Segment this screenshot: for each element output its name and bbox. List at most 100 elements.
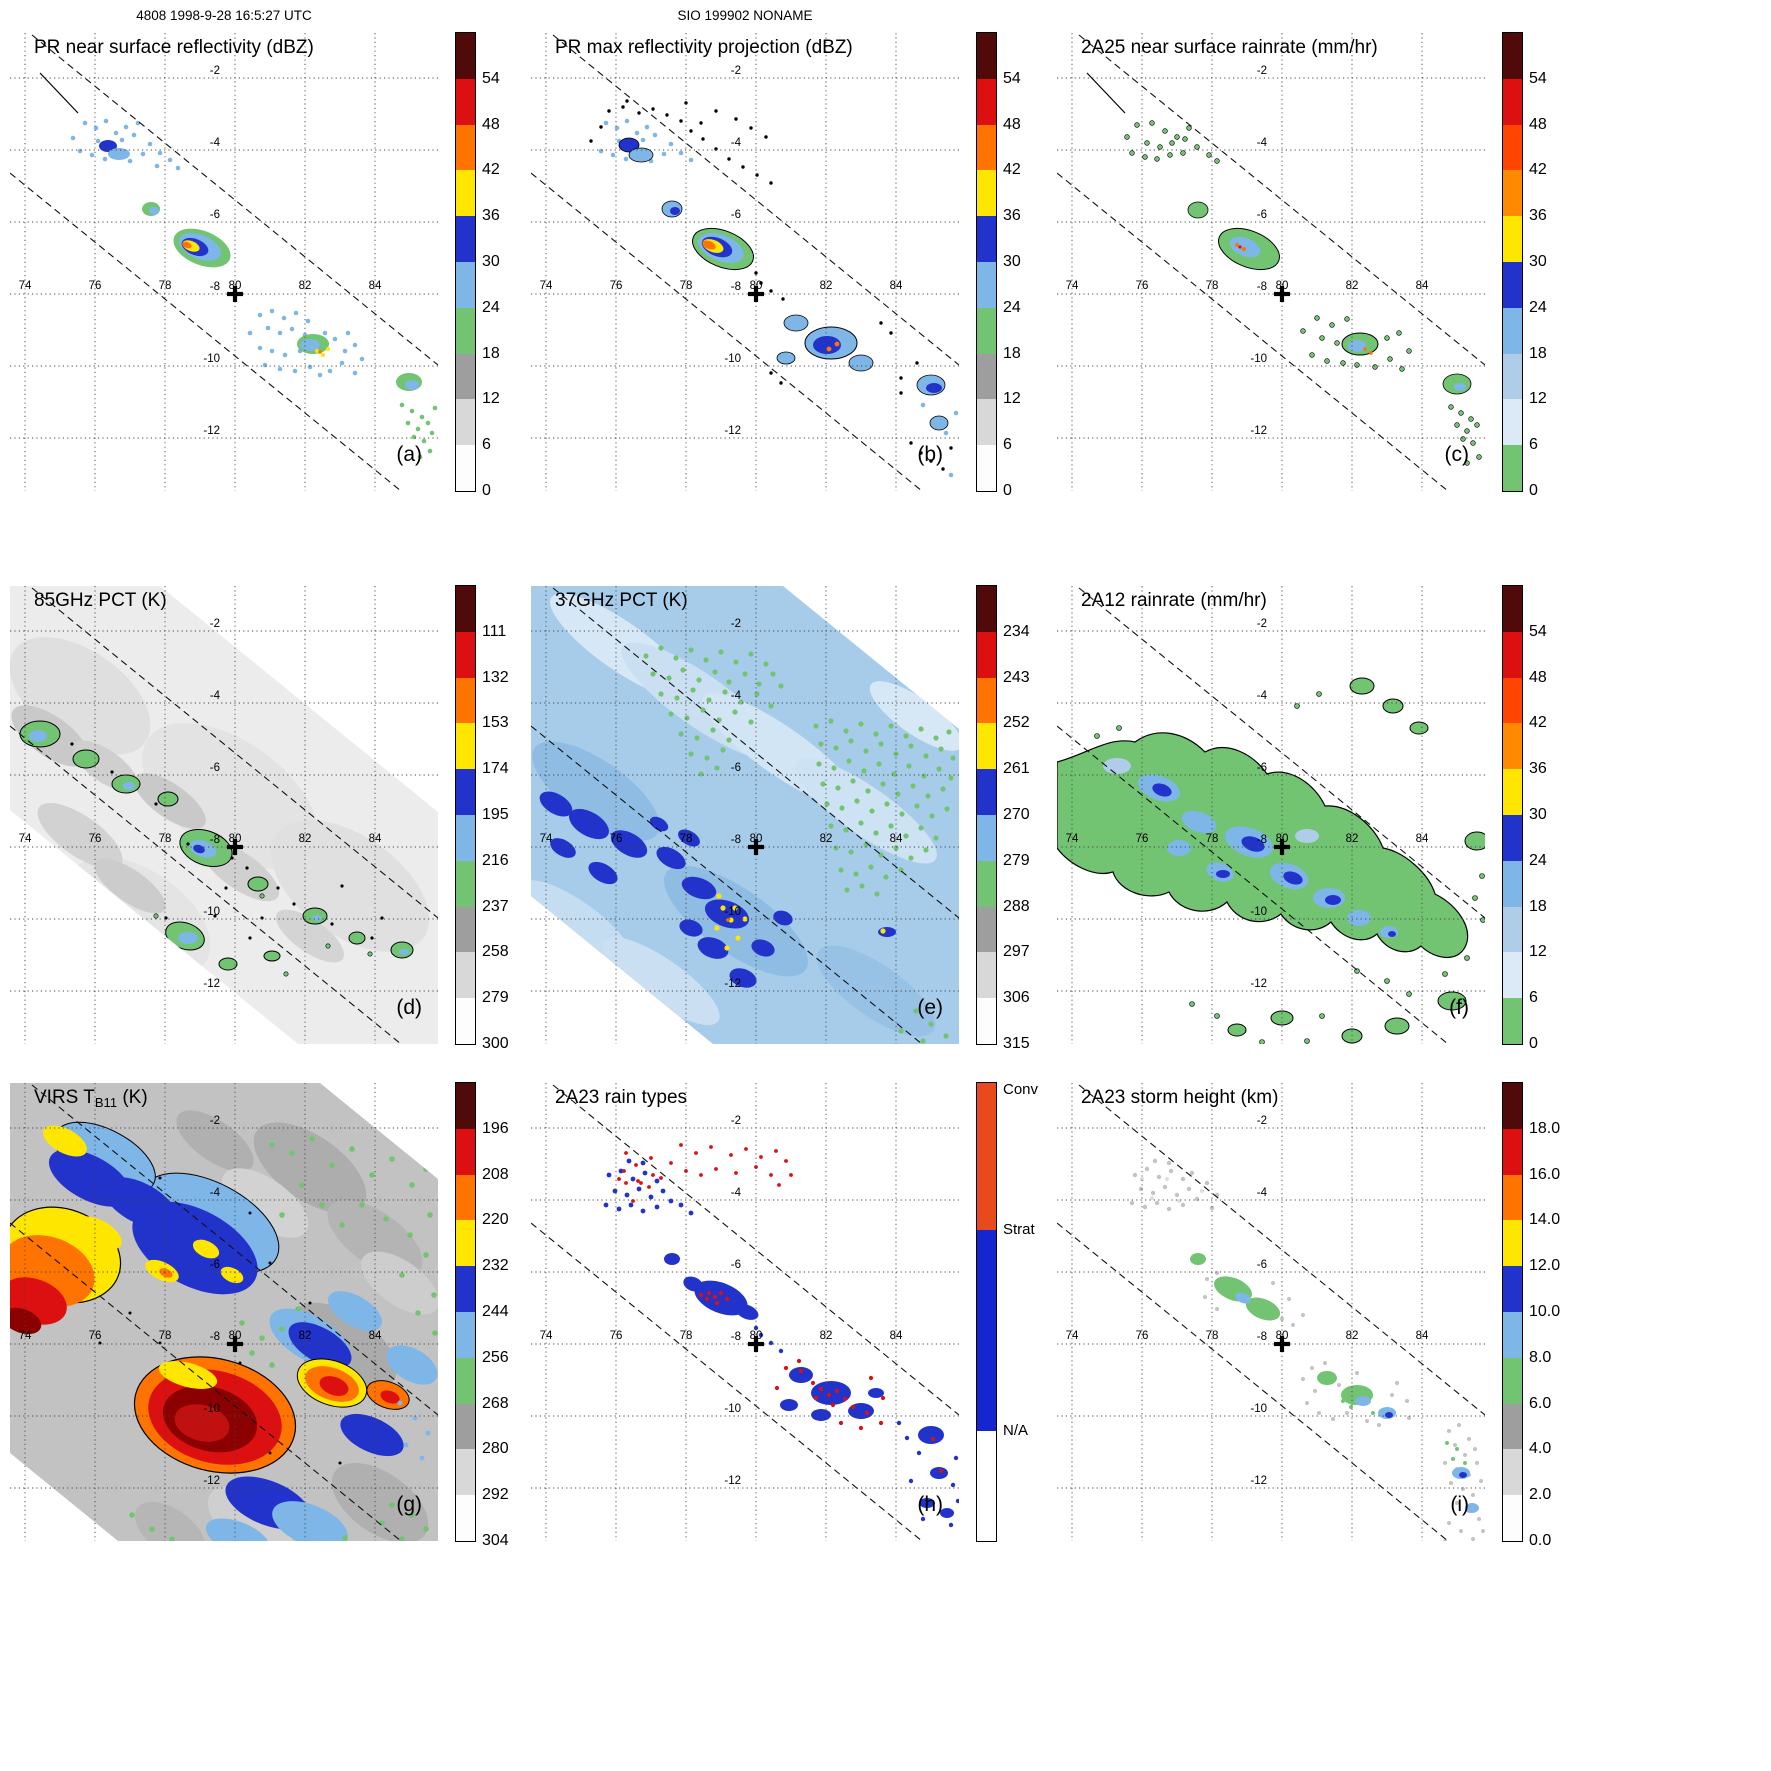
svg-text:82: 82 (1346, 1330, 1359, 1342)
colorbar-a-tick: 30 (482, 253, 500, 270)
colorbar-d-tick: 300 (482, 1035, 509, 1052)
colorbar-c-tick: 30 (1529, 253, 1547, 270)
colorbar-e-tick: 306 (1003, 989, 1030, 1007)
header-storm-id: SIO 199902 NONAME (677, 8, 813, 23)
colorbar-f-tick: 12 (1529, 943, 1547, 961)
svg-text:-2: -2 (210, 65, 220, 77)
latlon-grid (531, 33, 959, 491)
colorbar-i-tick: 12.0 (1529, 1257, 1561, 1275)
colorbar-i-segment-1 (1503, 1128, 1522, 1175)
colorbar-b-segment-8 (977, 399, 996, 446)
colorbar-g-tick: 244 (482, 1303, 509, 1320)
colorbar-b-tick: 24 (1003, 298, 1021, 316)
panel-i-letter: (i) (1450, 1493, 1469, 1516)
longitude-labels: 747678808284 (1066, 1330, 1429, 1342)
svg-text:76: 76 (610, 1330, 623, 1342)
svg-text:-2: -2 (731, 618, 741, 630)
pr-swath-edges (1057, 34, 1485, 491)
svg-text:74: 74 (19, 280, 32, 292)
latitude-labels: -2 -4 -6 -8 -10 -12 (203, 618, 220, 990)
svg-text:76: 76 (1136, 1330, 1149, 1342)
colorbar-e-segment-9 (977, 998, 996, 1044)
svg-text:-4: -4 (210, 1187, 221, 1199)
colorbar-a-segment-6 (456, 307, 475, 354)
colorbar-f-tick: 54 (1529, 622, 1547, 640)
colorbar-b-tick: 18 (1003, 344, 1021, 362)
colorbar-b-segment-1 (977, 78, 996, 125)
colorbar-g-tick: 280 (482, 1440, 509, 1458)
svg-text:-2: -2 (1257, 65, 1267, 77)
colorbar-c-tick: 12 (1529, 390, 1547, 408)
colorbar-i-tick: 10.0 (1529, 1303, 1561, 1320)
longitude-labels: 747678808284 (540, 1330, 903, 1342)
colorbar-a-segment-3 (456, 170, 475, 217)
panel-d-letter: (d) (396, 996, 422, 1019)
colorbar-b-segment-2 (977, 124, 996, 171)
panel-f-title: 2A12 rainrate (mm/hr) (1081, 590, 1267, 611)
svg-text:-2: -2 (731, 65, 741, 77)
svg-text:-8: -8 (731, 281, 741, 293)
longitude-labels: 747678808284 (1066, 833, 1429, 845)
pr-swath-edges (1057, 587, 1485, 1044)
svg-text:76: 76 (1136, 280, 1149, 292)
colorbar-g (455, 1082, 476, 1542)
colorbar-f-segment-6 (1503, 860, 1522, 907)
svg-text:82: 82 (820, 280, 833, 292)
colorbar-e-tick: 315 (1003, 1035, 1030, 1052)
header-orbit-timestamp: 4808 1998-9-28 16:5:27 UTC (136, 8, 312, 23)
panel-h-letter: (h) (917, 1493, 943, 1516)
svg-text:-6: -6 (1257, 1259, 1267, 1271)
latitude-labels: -2 -4 -6 -8 -10 -12 (1250, 65, 1267, 437)
latlon-grid (1057, 1083, 1485, 1541)
colorbar-b-tick: 54 (1003, 69, 1021, 87)
colorbar-g-tick: 268 (482, 1394, 509, 1412)
svg-text:82: 82 (820, 833, 833, 845)
svg-text:-8: -8 (1257, 834, 1267, 846)
colorbar-i-tick: 0.0 (1529, 1532, 1552, 1549)
svg-text:-4: -4 (210, 137, 221, 149)
colorbar-e-tick: 234 (1003, 622, 1030, 640)
colorbar-f-tick: 18 (1529, 897, 1547, 915)
colorbar-a-tick: 42 (482, 161, 500, 179)
svg-text:78: 78 (680, 833, 693, 845)
colorbar-g-tick: 208 (482, 1165, 509, 1183)
colorbar-b (976, 32, 997, 492)
svg-text:-2: -2 (1257, 1115, 1267, 1127)
colorbar-f-segment-0 (1503, 586, 1522, 632)
colorbar-c-tick: 18 (1529, 344, 1547, 362)
panel-g-title: VIRS TB11 (K) (34, 1087, 148, 1110)
svg-text:74: 74 (19, 1330, 32, 1342)
svg-text:-6: -6 (210, 209, 220, 221)
pr-swath-edges (531, 1084, 959, 1541)
colorbar-b-segment-6 (977, 307, 996, 354)
svg-text:-8: -8 (1257, 1331, 1267, 1343)
svg-text:-10: -10 (724, 906, 741, 918)
svg-text:84: 84 (369, 280, 382, 292)
colorbar-g-segment-3 (456, 1220, 475, 1267)
colorbar-i-segment-9 (1503, 1495, 1522, 1541)
svg-text:-8: -8 (210, 281, 220, 293)
colorbar-d-segment-8 (456, 952, 475, 999)
longitude-labels: 747678808284 (540, 280, 903, 292)
panel-f-letter: (f) (1449, 996, 1469, 1019)
colorbar-g-tick: 256 (482, 1348, 509, 1366)
map-features (1057, 677, 1485, 1044)
svg-text:74: 74 (1066, 280, 1079, 292)
colorbar-c-segment-9 (1503, 445, 1522, 491)
storm-center-cross (1274, 1336, 1290, 1352)
colorbar-d-tick: 174 (482, 760, 509, 778)
colorbar-e-segment-4 (977, 769, 996, 815)
map-features (39, 72, 438, 460)
colorbar-a-tick: 24 (482, 298, 500, 316)
colorbar-g-tick: 196 (482, 1119, 509, 1137)
svg-text:78: 78 (680, 280, 693, 292)
latlon-grid (10, 33, 438, 491)
colorbar-d-segment-1 (456, 631, 475, 678)
colorbar-e-segment-8 (977, 952, 996, 999)
svg-text:82: 82 (1346, 833, 1359, 845)
panel-i-title: 2A23 storm height (km) (1081, 1087, 1278, 1108)
storm-center-cross (748, 286, 764, 302)
svg-text:-2: -2 (210, 618, 220, 630)
